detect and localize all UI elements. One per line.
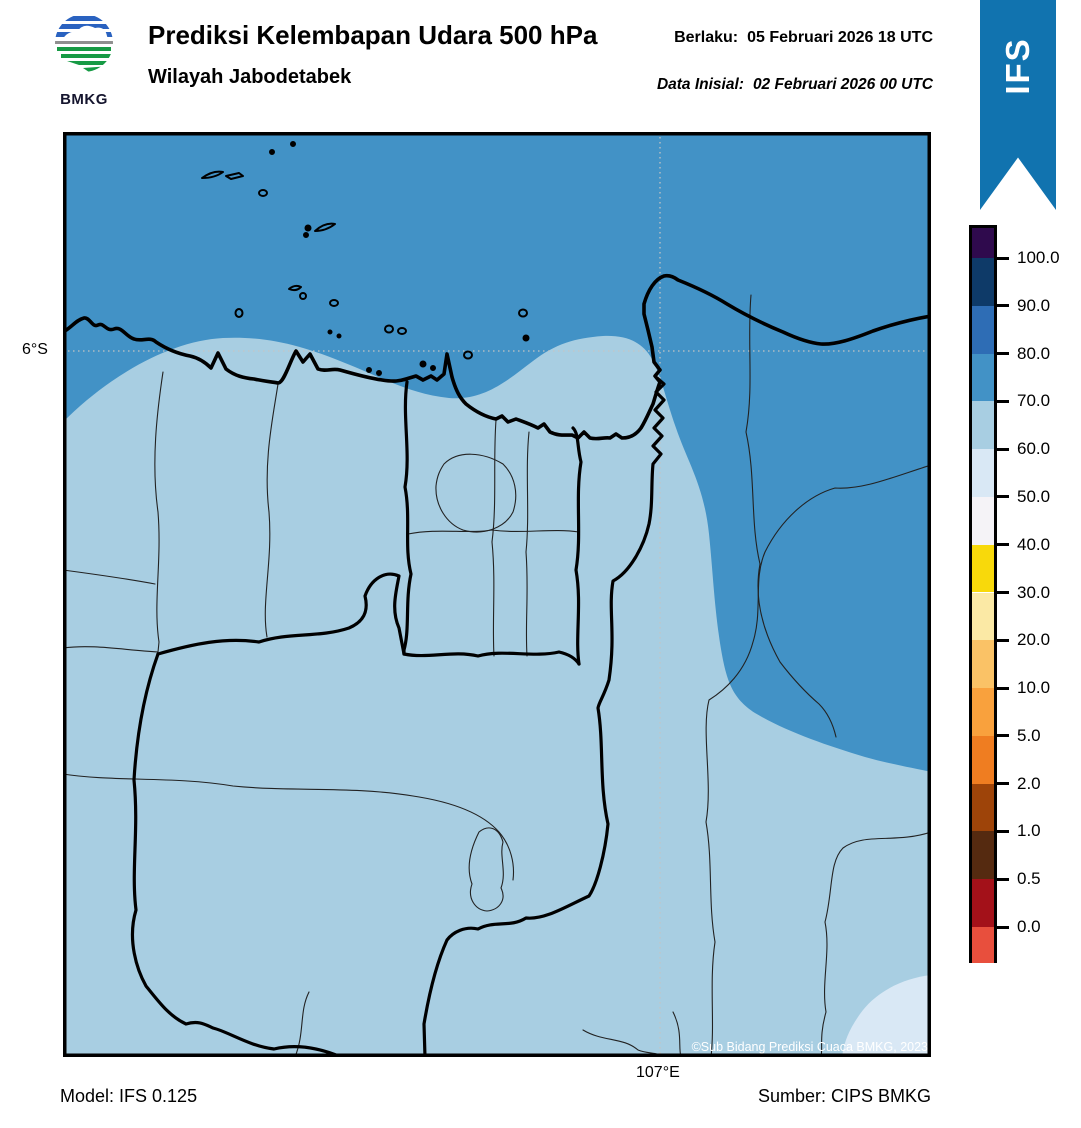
colorbar-tick bbox=[997, 543, 1009, 547]
colorbar-segment bbox=[972, 449, 994, 497]
map-region-60-70 bbox=[63, 335, 931, 1057]
colorbar-segment bbox=[972, 401, 994, 450]
colorbar: 100.0 90.0 80.0 70.0 60.0 50.0 40.0 30.0 20.0 10.… bbox=[969, 225, 1081, 963]
colorbar-tick bbox=[997, 829, 1009, 833]
colorbar-tick-label: 10.0 bbox=[1017, 678, 1051, 698]
initial-time-label: Data Inisial: bbox=[656, 76, 744, 93]
valid-time-value: 05 Februari 2026 18 UTC bbox=[747, 29, 933, 46]
colorbar-segment bbox=[972, 735, 994, 784]
colorbar-tick bbox=[997, 304, 1009, 308]
colorbar-tick bbox=[997, 399, 1009, 403]
colorbar-tick-label: 2.0 bbox=[1017, 773, 1041, 793]
colorbar-tick bbox=[997, 591, 1009, 594]
colorbar-tick-label: 1.0 bbox=[1017, 821, 1041, 841]
colorbar-tick-label: 5.0 bbox=[1017, 725, 1041, 745]
colorbar-tick bbox=[997, 734, 1009, 738]
islands bbox=[201, 141, 530, 376]
valid-time-line: Berlaku: 05 Februari 2026 18 UTC bbox=[674, 29, 933, 47]
colorbar-tick bbox=[997, 925, 1009, 929]
colorbar-segment bbox=[972, 353, 994, 402]
colorbar-segment bbox=[972, 228, 994, 261]
colorbar-tick bbox=[997, 877, 1009, 881]
colorbar-tick bbox=[997, 447, 1009, 451]
bmkg-logo-icon bbox=[55, 14, 113, 72]
colorbar-tick-label: 80.0 bbox=[1017, 343, 1051, 363]
initial-time-line: Data Inisial: 02 Februari 2026 00 UTC bbox=[657, 76, 933, 94]
colorbar-tick-label: 30.0 bbox=[1017, 582, 1051, 602]
forecast-map bbox=[63, 132, 931, 1057]
colorbar-segment bbox=[972, 592, 994, 641]
map-border bbox=[63, 132, 931, 1057]
coastline bbox=[63, 273, 931, 441]
colorbar-tick-label: 0.0 bbox=[1017, 917, 1041, 936]
model-label: Model: IFS 0.125 bbox=[60, 1086, 198, 1106]
colorbar-segment bbox=[972, 783, 994, 832]
colorbar-tick-label: 20.0 bbox=[1017, 630, 1051, 650]
colorbar-tick bbox=[997, 638, 1009, 642]
colorbar-segment bbox=[972, 831, 994, 880]
colorbar-tick-label: 70.0 bbox=[1017, 391, 1051, 411]
colorbar-tick bbox=[997, 352, 1009, 356]
colorbar-segment bbox=[972, 258, 994, 306]
page-title: Prediksi Kelembapan Udara 500 hPa bbox=[148, 20, 598, 50]
valid-time-label: Berlaku: bbox=[674, 29, 739, 46]
colorbar-tick-label: 40.0 bbox=[1017, 534, 1051, 554]
colorbar-tick-label: 50.0 bbox=[1017, 486, 1051, 506]
colorbar-segment bbox=[972, 496, 994, 545]
model-ribbon-label: IFS bbox=[999, 37, 1036, 95]
copyright-text: ©Sub Bidang Prediksi Cuaca BMKG, 2023 bbox=[691, 1040, 928, 1054]
colorbar-tick bbox=[997, 495, 1009, 499]
colorbar-bar bbox=[969, 225, 997, 963]
colorbar-tick-label: 0.5 bbox=[1017, 869, 1041, 889]
colorbar-segment bbox=[972, 927, 994, 963]
colorbar-tick-label: 100.0 bbox=[1017, 248, 1060, 267]
colorbar-tick-label: 90.0 bbox=[1017, 295, 1051, 315]
colorbar-segment bbox=[972, 305, 994, 354]
colorbar-segment bbox=[972, 544, 994, 593]
colorbar-segment bbox=[972, 688, 994, 736]
initial-time-value: 02 Februari 2026 00 UTC bbox=[752, 76, 933, 93]
model-ribbon: IFS bbox=[980, 0, 1056, 210]
colorbar-tick bbox=[997, 256, 1009, 260]
bmkg-logo-text: BMKG bbox=[60, 91, 108, 108]
colorbar-tick bbox=[997, 782, 1009, 786]
longitude-label: 107°E bbox=[636, 1064, 680, 1081]
colorbar-segment bbox=[972, 640, 994, 689]
colorbar-segment bbox=[972, 879, 994, 927]
latitude-label: 6°S bbox=[22, 341, 48, 358]
colorbar-tick bbox=[997, 686, 1009, 690]
page-subtitle: Wilayah Jabodetabek bbox=[148, 66, 352, 88]
admin-boundaries-thick bbox=[130, 376, 666, 1057]
source-label: Sumber: CIPS BMKG bbox=[757, 1086, 931, 1106]
bmkg-logo: BMKG bbox=[50, 12, 118, 108]
map-region-50-60 bbox=[842, 975, 931, 1057]
colorbar-tick-label: 60.0 bbox=[1017, 439, 1051, 459]
